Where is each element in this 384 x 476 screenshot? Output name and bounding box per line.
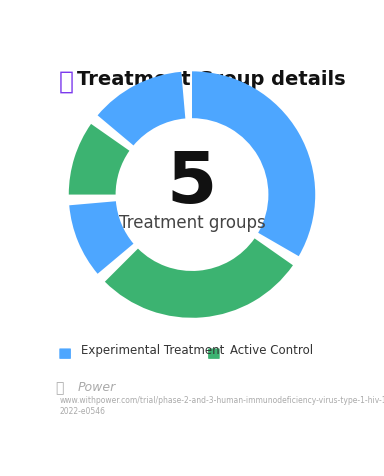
Text: www.withpower.com/trial/phase-2-and-3-human-immunodeficiency-virus-type-1-hiv-1-: www.withpower.com/trial/phase-2-and-3-hu… [60,396,384,415]
FancyBboxPatch shape [59,349,71,359]
FancyBboxPatch shape [208,349,220,359]
Text: 5: 5 [167,149,217,217]
Text: Treatment Group details: Treatment Group details [77,70,346,89]
Wedge shape [98,73,185,146]
Wedge shape [105,239,293,318]
Wedge shape [192,72,315,257]
Text: Power: Power [78,380,116,394]
Wedge shape [69,125,129,195]
Text: Treatment groups: Treatment groups [119,213,265,231]
Text: 🛡: 🛡 [56,380,64,394]
Text: 👥: 👥 [58,70,73,94]
Text: Experimental Treatment: Experimental Treatment [81,343,224,356]
Text: Active Control: Active Control [230,343,313,356]
Wedge shape [69,202,134,274]
